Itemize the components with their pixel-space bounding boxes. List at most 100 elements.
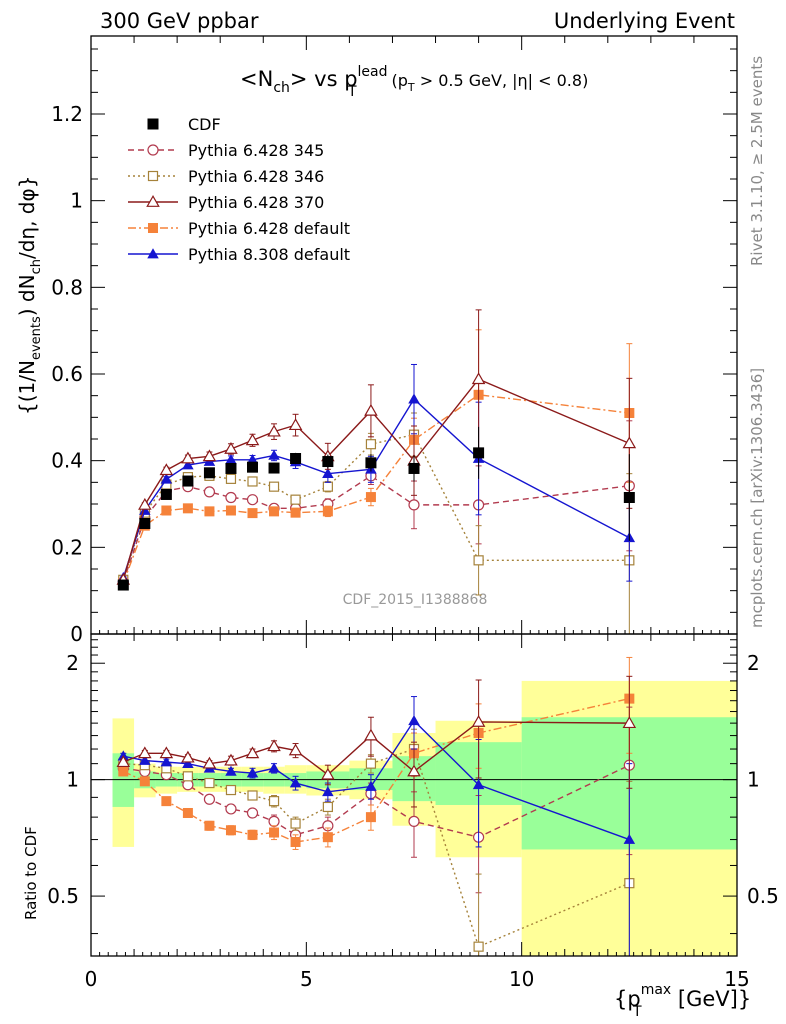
ratio-tick-label-right-0: 0.5 bbox=[747, 884, 779, 908]
ratio-point-pythia-6-428-370 bbox=[288, 743, 303, 756]
point-pythia-6-428-370 bbox=[245, 433, 260, 446]
ratio-point-pythia-6-428-370 bbox=[138, 746, 152, 759]
ratio-point-pythia-6-428-345 bbox=[246, 807, 259, 819]
point-pythia-8-308-default bbox=[160, 473, 173, 484]
ratio-point-pythia-6-428-default bbox=[225, 825, 236, 836]
legend-label-pythia-6-428-345: Pythia 6.428 345 bbox=[188, 141, 324, 160]
legend-marker-cdf bbox=[147, 118, 159, 130]
ratio-point-pythia-8-308-default bbox=[472, 779, 485, 790]
ratio-plot-series bbox=[116, 656, 637, 957]
ratio-point-pythia-8-308-default bbox=[160, 756, 173, 767]
x-tick-label-1: 5 bbox=[300, 967, 313, 991]
y-tick-label-2: 0.4 bbox=[51, 449, 83, 473]
title-cut-b: > 0.5 GeV, |η| < 0.8) bbox=[415, 71, 589, 90]
xlabel-sub: T bbox=[632, 1004, 642, 1020]
title-p-sup: lead bbox=[358, 64, 388, 80]
series-pythia-8-308-default bbox=[117, 363, 636, 582]
ylabel-b-sub: ch bbox=[29, 259, 44, 274]
ratio-point-pythia-6-428-default bbox=[182, 807, 193, 818]
ratio-point-pythia-6-428-default bbox=[161, 796, 172, 807]
point-pythia-6-428-346 bbox=[365, 439, 377, 450]
legend-item-cdf: CDF bbox=[147, 115, 221, 134]
ratio-line-pythia-8-308-default bbox=[123, 719, 630, 841]
series-line-pythia-8-308-default bbox=[122, 398, 630, 578]
ratio-tick-label-right-1: 1 bbox=[747, 768, 760, 792]
point-pythia-6-428-default bbox=[247, 508, 258, 519]
ratio-point-pythia-6-428-346 bbox=[365, 758, 377, 769]
ratio-point-pythia-6-428-370 bbox=[159, 746, 174, 759]
legend-marker-pythia-8-308-default bbox=[147, 248, 159, 259]
legend-label-pythia-8-308-default: Pythia 8.308 default bbox=[188, 245, 350, 264]
y-tick-label-1: 0.2 bbox=[51, 535, 83, 559]
legend-label-pythia-6-428-346: Pythia 6.428 346 bbox=[188, 167, 324, 186]
y-tick-label-3: 0.6 bbox=[51, 362, 83, 386]
title-middle: > vs p bbox=[290, 67, 358, 91]
point-pythia-6-428-346 bbox=[322, 481, 333, 492]
point-pythia-6-428-346 bbox=[290, 494, 301, 505]
point-pythia-8-308-default bbox=[139, 504, 151, 515]
ratio-point-pythia-6-428-370 bbox=[116, 755, 131, 768]
ratio-point-pythia-6-428-default bbox=[290, 836, 301, 847]
series-pythia-6-428-370 bbox=[116, 309, 637, 585]
ratio-point-pythia-6-428-346 bbox=[204, 777, 215, 789]
point-pythia-6-428-370 bbox=[364, 403, 378, 416]
point-cdf bbox=[203, 467, 215, 479]
point-pythia-8-308-default bbox=[182, 459, 194, 470]
legend-label-cdf: CDF bbox=[188, 115, 221, 134]
legend-item-pythia-6-428-346: Pythia 6.428 346 bbox=[128, 167, 324, 186]
point-cdf bbox=[139, 518, 151, 529]
ylabel-c: /dη, dφ} bbox=[15, 176, 39, 259]
point-pythia-6-428-default bbox=[204, 506, 215, 517]
legend-marker-pythia-6-428-346 bbox=[147, 170, 159, 182]
ratio-point-pythia-6-428-370 bbox=[364, 728, 378, 741]
x-tick-label-2: 10 bbox=[509, 967, 534, 991]
ratio-point-pythia-8-308-default bbox=[365, 780, 377, 791]
ratio-point-pythia-6-428-default bbox=[269, 827, 280, 838]
xlabel-sup: max bbox=[641, 982, 672, 998]
point-pythia-6-428-346 bbox=[473, 555, 484, 566]
point-pythia-6-428-346 bbox=[247, 476, 258, 487]
analysis-watermark: CDF_2015_I1388868 bbox=[343, 592, 488, 608]
series-line-pythia-6-428-345 bbox=[122, 474, 630, 583]
point-pythia-8-308-default bbox=[408, 393, 420, 404]
ratio-point-pythia-6-428-345 bbox=[268, 815, 280, 827]
ratio-point-pythia-6-428-370 bbox=[622, 716, 637, 729]
series-pythia-6-428-345 bbox=[117, 420, 635, 588]
point-pythia-8-308-default bbox=[246, 454, 259, 465]
ratio-point-pythia-6-428-346 bbox=[182, 771, 193, 782]
point-pythia-6-428-default bbox=[161, 505, 172, 516]
legend-item-pythia-6-428-default: Pythia 6.428 default bbox=[128, 219, 350, 238]
point-pythia-6-428-346 bbox=[268, 481, 280, 492]
ratio-point-pythia-6-428-default bbox=[322, 832, 333, 843]
point-pythia-6-428-default bbox=[322, 506, 333, 517]
x-axis-label: {pmax [GeV]} bbox=[614, 982, 751, 1011]
ylabel-b: ) dN bbox=[15, 274, 39, 316]
y-axis-label: {(1/Nevents) dNch/dη, dφ} bbox=[15, 176, 44, 415]
series-line-pythia-6-428-346 bbox=[122, 433, 630, 581]
title-p-sub: T bbox=[347, 84, 357, 100]
ratio-point-pythia-6-428-default bbox=[139, 776, 150, 787]
title-cut-a-sub: T bbox=[407, 81, 415, 94]
ratio-point-pythia-6-428-346 bbox=[322, 801, 333, 813]
y-tick-label-0: 0 bbox=[70, 622, 83, 646]
ratio-point-pythia-6-428-346 bbox=[247, 790, 258, 801]
point-pythia-6-428-370 bbox=[224, 442, 238, 454]
point-pythia-6-428-370 bbox=[267, 424, 281, 437]
ratio-point-pythia-6-428-346 bbox=[225, 784, 237, 796]
axis-ticks: 0 5 10 15 0 0.2 0.4 0.6 0.8 1 1.2 0.5 0.5 1 1 2 2 bbox=[47, 36, 779, 991]
point-pythia-6-428-370 bbox=[288, 418, 303, 431]
point-cdf bbox=[225, 462, 237, 474]
ratio-point-pythia-6-428-370 bbox=[267, 739, 281, 752]
plot-title: <Nch> vs plead (pT > 0.5 GeV, |η| < 0.8) bbox=[240, 64, 588, 96]
point-pythia-6-428-370 bbox=[138, 497, 152, 510]
point-cdf bbox=[182, 475, 194, 487]
point-cdf bbox=[623, 492, 635, 503]
legend-item-pythia-6-428-370: Pythia 6.428 370 bbox=[128, 193, 324, 212]
ratio-line-pythia-6-428-345 bbox=[123, 764, 630, 838]
ratio-uncertainty-bands bbox=[91, 680, 737, 956]
ratio-point-pythia-8-308-default bbox=[408, 715, 420, 726]
point-pythia-6-428-346 bbox=[225, 473, 237, 484]
ratio-point-pythia-8-308-default bbox=[322, 786, 334, 797]
ratio-series-pythia-6-428-370 bbox=[116, 675, 637, 808]
